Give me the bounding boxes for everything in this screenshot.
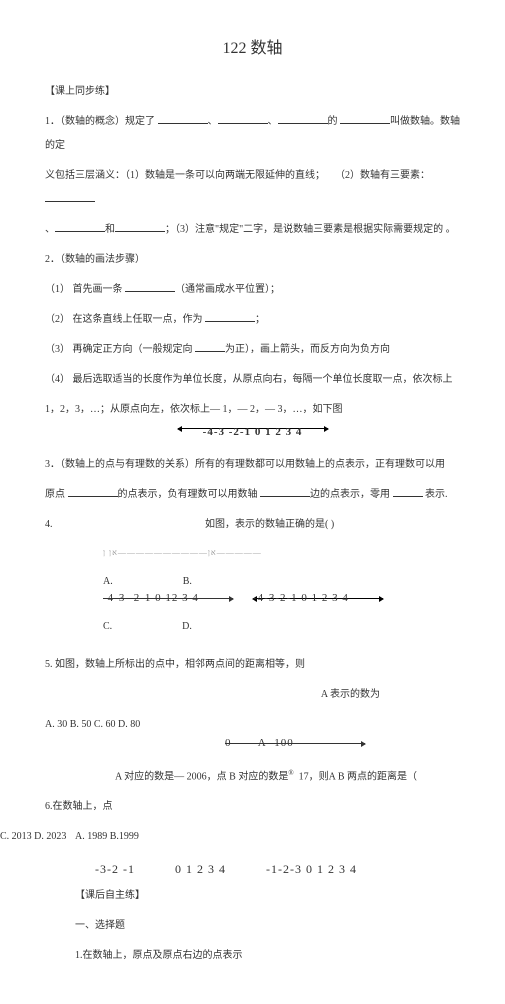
- q6-line2: 6.在数轴上，点: [45, 795, 460, 819]
- q6-opts: A. 1989 B.1999: [75, 825, 460, 849]
- q2-1: （1） 首先画一条 （通常画成水平位置）；: [45, 278, 460, 302]
- q5-line2: A 表示的数为: [45, 683, 460, 707]
- side-opts: C. 2013 D. 2023: [0, 825, 66, 849]
- q1-line2: 义包括三层涵义：（1）数轴是一条可以向两端无限延伸的直线； （2）数轴有三要素：: [45, 164, 460, 212]
- q5: 5. 如图，数轴上所标出的点中，相邻两点间的距离相等，则: [45, 653, 460, 677]
- opt-c: C.: [103, 615, 112, 639]
- q2-4: （4） 最后选取适当的长度作为单位长度，从原点向右，每隔一个单位长度取一点，依次…: [45, 368, 460, 392]
- q1: 1．（数轴的概念）规定了 、、的 叫做数轴。数轴的定: [45, 110, 460, 158]
- q6-line1: A 对应的数是— 2006，点 B 对应的数是® 17，则A B 两点的距离是（: [115, 765, 460, 789]
- number-lines-q6: -3-2 -1 0 1 2 3 4 -1-2-3 0 1 2 3 4: [95, 855, 460, 884]
- q1-line3: 、和；（3）注意"规定"二字，是说数轴三要素是根据实际需要规定的 。: [45, 218, 460, 242]
- q2-2: （2） 在这条直线上任取一点，作为 ；: [45, 308, 460, 332]
- sub-header: 一、选择题: [75, 914, 460, 938]
- q4-options: אן——————————אן ן————— A.B. -4-3 -2-1 0 1…: [103, 543, 460, 640]
- number-line-main: -4-3 -2-1 0 1 2 3 4: [45, 428, 460, 446]
- q3-line2: 原点 的点表示，负有理数可以用数轴 边的点表示，零用 表示.: [45, 483, 460, 507]
- q2: 2．（数轴的画法步骤）: [45, 248, 460, 272]
- number-line-q5: 0 A 100: [225, 743, 365, 756]
- section-header: 【课上同步练】: [45, 80, 460, 104]
- q4: 4. 如图，表示的数轴正确的是( ): [45, 513, 460, 537]
- q2-3: （3） 再确定正方向（一般规定向 为正），画上箭头，而反方向为负方向: [45, 338, 460, 362]
- section-header-2: 【课后自主练】: [75, 884, 460, 908]
- q3: 3．（数轴上的点与有理数的关系）所有的有理数都可以用数轴上的点表示，正有理数可以…: [45, 453, 460, 477]
- after-q1: 1.在数轴上，原点及原点右边的点表示: [75, 944, 460, 968]
- opt-d: D.: [182, 615, 192, 639]
- page-title: 122 数轴: [45, 30, 460, 68]
